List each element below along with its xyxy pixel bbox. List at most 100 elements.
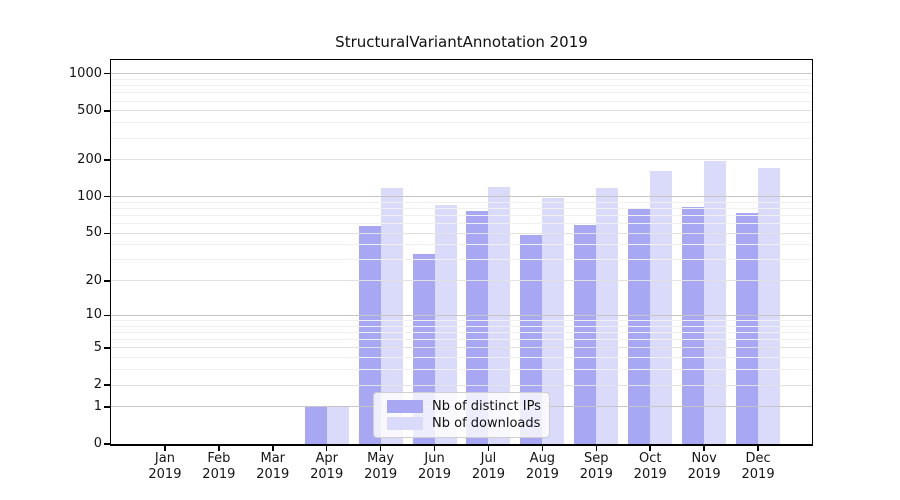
bar-distinct-ips-dec <box>736 212 759 444</box>
y-tick <box>104 195 110 198</box>
gridline <box>111 369 812 371</box>
gridline <box>111 223 812 225</box>
gridline <box>111 100 812 102</box>
legend-swatch-downloads <box>387 417 423 430</box>
x-tick <box>649 446 651 451</box>
x-tick-label: Jun 2019 <box>405 451 465 483</box>
x-tick <box>541 446 544 451</box>
y-tick-label: 1 <box>93 398 102 414</box>
y-tick <box>104 159 110 161</box>
x-tick-label: Aug 2019 <box>512 451 572 483</box>
gridline <box>111 92 812 94</box>
legend: Nb of distinct IPs Nb of downloads <box>373 392 550 438</box>
x-tick <box>487 446 490 451</box>
gridline <box>111 347 812 349</box>
x-tick-year: 2019 <box>417 467 452 482</box>
gridline <box>111 78 812 80</box>
y-tick-label: 200 <box>77 151 102 167</box>
x-tick-label: Mar 2019 <box>243 451 303 483</box>
x-tick-label: Jul 2019 <box>458 451 518 483</box>
bar-downloads-jun <box>434 204 457 444</box>
x-tick-year: 2019 <box>148 467 182 482</box>
y-tick <box>104 72 110 75</box>
x-tick <box>379 446 382 451</box>
x-tick-label: Nov 2019 <box>674 451 734 483</box>
x-tick-label: Sep 2019 <box>566 451 626 483</box>
gridline <box>111 339 812 341</box>
legend-label-distinct-ips: Nb of distinct IPs <box>432 399 541 414</box>
x-tick <box>757 446 759 451</box>
y-tick <box>104 280 110 282</box>
gridline <box>111 357 812 359</box>
legend-swatch-distinct-ips <box>387 400 423 413</box>
gridline <box>111 384 812 386</box>
x-tick-year: 2019 <box>310 467 344 482</box>
x-tick-year: 2019 <box>525 467 559 482</box>
x-tick-label: Feb 2019 <box>189 451 249 483</box>
x-tick-year: 2019 <box>687 467 721 482</box>
y-tick <box>104 314 110 317</box>
x-tick <box>164 446 166 451</box>
x-tick <box>595 446 598 451</box>
y-tick-label: 0 <box>93 436 102 451</box>
y-tick-label: 2 <box>93 377 102 393</box>
y-tick <box>104 347 110 349</box>
gridline <box>111 314 812 316</box>
gridline <box>111 325 812 327</box>
legend-item-downloads: Nb of downloads <box>387 415 541 432</box>
y-tick <box>104 406 110 408</box>
y-tick <box>104 232 110 235</box>
y-tick <box>104 443 110 445</box>
gridline <box>111 85 812 87</box>
y-tick-label: 10 <box>85 307 102 323</box>
y-tick-label: 500 <box>77 102 102 118</box>
chart-title: StructuralVariantAnnotation 2019 <box>335 33 588 51</box>
gridline <box>111 110 812 112</box>
gridline <box>111 244 812 246</box>
y-tick-label: 5 <box>93 339 102 355</box>
plot-area: Nb of distinct IPs Nb of downloads <box>110 59 813 446</box>
x-tick-label: Oct 2019 <box>620 451 680 483</box>
x-tick-year: 2019 <box>633 467 667 482</box>
gridline <box>111 122 812 124</box>
y-tick-label: 1000 <box>68 65 102 81</box>
x-tick-year: 2019 <box>579 467 613 482</box>
x-tick-label: May 2019 <box>351 451 411 483</box>
x-tick <box>272 446 274 451</box>
x-tick-label: Dec 2019 <box>728 451 788 483</box>
y-tick <box>104 384 110 386</box>
bar-distinct-ips-jul <box>466 211 489 444</box>
bar-distinct-ips-apr <box>304 406 327 444</box>
legend-label-downloads: Nb of downloads <box>432 416 541 431</box>
x-tick-label: Apr 2019 <box>297 451 357 483</box>
bar-downloads-dec <box>758 168 781 444</box>
gridline <box>111 259 812 261</box>
x-tick-year: 2019 <box>364 467 398 482</box>
gridline <box>111 280 812 282</box>
gridline <box>111 159 812 161</box>
x-tick-year: 2019 <box>471 467 505 482</box>
x-tick-year: 2019 <box>741 467 775 482</box>
gridline <box>111 332 812 334</box>
y-tick-label: 50 <box>85 225 102 241</box>
bar-downloads-oct <box>650 170 673 444</box>
gridline <box>111 320 812 322</box>
gridline <box>111 232 812 234</box>
y-tick <box>104 110 110 112</box>
gridline <box>111 73 812 75</box>
gridline <box>111 207 812 209</box>
bar-downloads-apr <box>326 406 349 444</box>
gridline <box>111 215 812 217</box>
x-tick-label: Jan 2019 <box>135 451 195 483</box>
x-tick <box>703 446 705 451</box>
x-tick <box>325 446 328 451</box>
x-tick <box>218 446 220 451</box>
gridline <box>111 201 812 203</box>
gridline <box>111 196 812 198</box>
x-tick-year: 2019 <box>202 467 236 482</box>
bar-downloads-sep <box>596 188 619 444</box>
x-tick <box>433 446 436 451</box>
gridline <box>111 137 812 139</box>
y-tick-label: 20 <box>85 272 102 288</box>
